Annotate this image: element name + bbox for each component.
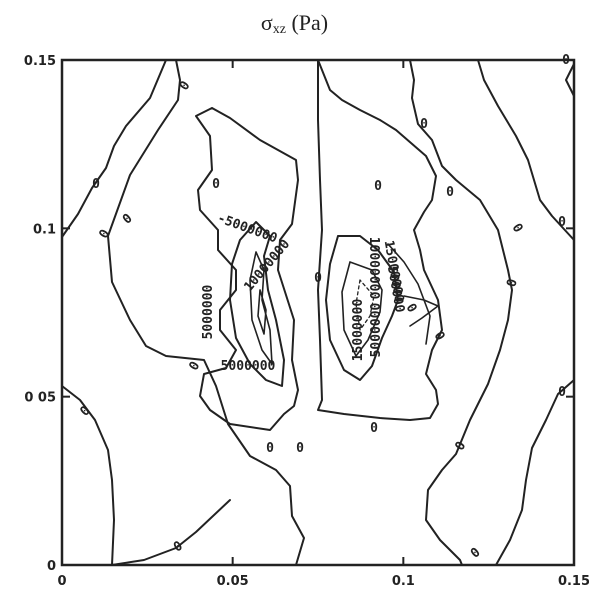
contour-label: 0 [296, 441, 304, 456]
y-tick-label: 0 05 [24, 391, 56, 406]
contour-label: 0 [558, 215, 566, 230]
contour-line [409, 59, 513, 566]
contour-line [257, 289, 267, 335]
contour-line [195, 107, 299, 431]
contour-line [387, 243, 431, 345]
contour-line [61, 385, 115, 566]
contour-label: 0 [314, 271, 322, 286]
contour-line [317, 59, 443, 421]
contour-label: 0 [509, 221, 526, 235]
contour-line [565, 63, 575, 97]
chart-title: σxz (Pa) [260, 10, 329, 37]
contour-line [111, 499, 231, 566]
x-tick-label: 0.15 [558, 574, 589, 589]
contour-line [325, 235, 399, 381]
contour-label: 0 [446, 185, 454, 200]
contour-label: 5000000 [221, 359, 276, 374]
y-tick-label: 0.1 [33, 222, 56, 237]
contour-label: 0 [420, 117, 428, 132]
contour-label: 0 [77, 403, 93, 419]
contour-line [403, 295, 439, 327]
contour-label: 0 [558, 385, 566, 400]
contour-label: 0 [468, 545, 484, 562]
x-tick-label: 0 [57, 574, 66, 589]
contour-label: 15000000 [351, 299, 366, 362]
contour-label: 0 [266, 441, 274, 456]
contour-line [249, 251, 273, 365]
contour-line [355, 279, 375, 331]
contour-label: 0 [212, 177, 220, 192]
contour-label: 0 [374, 179, 382, 194]
contour-label: 0 [431, 329, 448, 343]
contour-line [61, 59, 167, 238]
axis-tick-labels: 0 0.05 0.1 0.15 0 0 05 0.1 0.15 [24, 54, 589, 589]
contour-label: 5000000 [201, 284, 216, 339]
contour-line [107, 59, 305, 566]
contour-label: 0 [504, 277, 521, 289]
contour-line [341, 261, 383, 357]
contour-label: -5000000 [215, 211, 279, 247]
contour-label: 5000000 [369, 302, 384, 357]
contour-label: 0 [120, 211, 136, 228]
contour-label: 0 [92, 177, 100, 192]
contour-label: 10000000 [366, 237, 381, 300]
contour-line [495, 379, 575, 566]
contour-lines [61, 59, 575, 566]
contour-label: 0 [370, 421, 378, 436]
contour-line [229, 221, 285, 387]
x-tick-label: 0.1 [392, 574, 415, 589]
contour-label: 500000 [384, 265, 407, 314]
y-tick-label: 0 [47, 559, 56, 574]
y-tick-label: 0.15 [24, 54, 56, 69]
x-tick-label: 0.05 [217, 574, 249, 589]
contour-label: 0 [562, 53, 570, 68]
contour-line [477, 59, 575, 241]
contour-label: 0 [187, 359, 204, 373]
